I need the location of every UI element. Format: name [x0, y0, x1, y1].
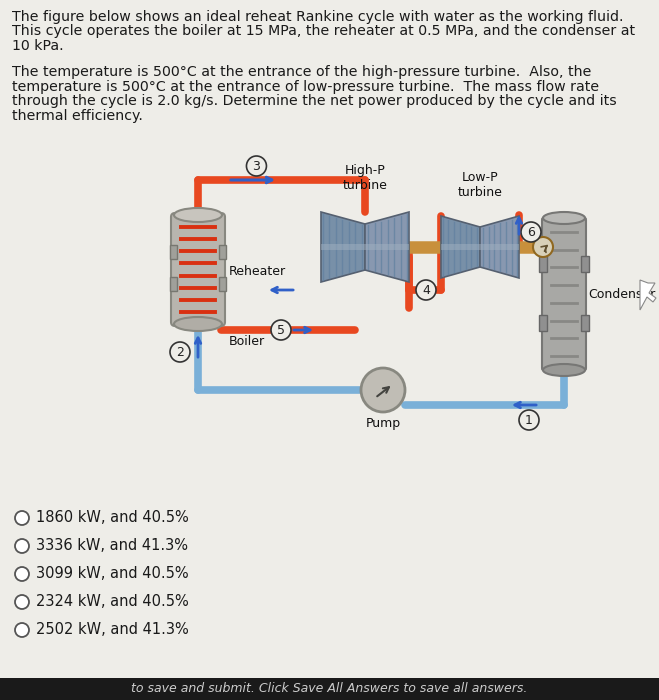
Bar	[219, 245, 226, 259]
Polygon shape	[321, 212, 365, 282]
Text: 3099 kW, and 40.5%: 3099 kW, and 40.5%	[36, 566, 188, 582]
Text: 5: 5	[277, 323, 285, 337]
Bar	[170, 276, 177, 290]
Text: 3: 3	[252, 160, 260, 172]
Bar	[219, 276, 226, 290]
Text: Boiler: Boiler	[229, 335, 265, 348]
Bar	[170, 245, 177, 259]
Text: Pump: Pump	[366, 417, 401, 430]
Bar	[581, 256, 589, 272]
Bar	[441, 244, 519, 250]
Bar	[581, 315, 589, 331]
Circle shape	[521, 222, 541, 242]
Text: 3336 kW, and 41.3%: 3336 kW, and 41.3%	[36, 538, 188, 554]
Circle shape	[361, 368, 405, 412]
Ellipse shape	[543, 212, 585, 224]
Ellipse shape	[543, 364, 585, 376]
Text: The figure below shows an ideal reheat Rankine cycle with water as the working f: The figure below shows an ideal reheat R…	[12, 10, 623, 24]
Ellipse shape	[174, 317, 222, 331]
Polygon shape	[441, 216, 480, 278]
Text: High-P
turbine: High-P turbine	[343, 164, 387, 192]
Circle shape	[15, 511, 29, 525]
Text: to save and submit. Click Save All Answers to save all answers.: to save and submit. Click Save All Answe…	[131, 682, 527, 696]
Circle shape	[15, 623, 29, 637]
Text: 1860 kW, and 40.5%: 1860 kW, and 40.5%	[36, 510, 188, 526]
Text: 1: 1	[525, 414, 533, 426]
Text: through the cycle is 2.0 kg/s. Determine the net power produced by the cycle and: through the cycle is 2.0 kg/s. Determine…	[12, 94, 617, 108]
Text: 6: 6	[527, 225, 535, 239]
Bar	[321, 244, 409, 250]
Text: 10 kPa.: 10 kPa.	[12, 39, 64, 53]
Text: 2324 kW, and 40.5%: 2324 kW, and 40.5%	[36, 594, 188, 610]
Polygon shape	[480, 216, 519, 278]
Circle shape	[170, 342, 190, 362]
Text: 2502 kW, and 41.3%: 2502 kW, and 41.3%	[36, 622, 188, 638]
FancyBboxPatch shape	[171, 213, 225, 326]
Text: This cycle operates the boiler at 15 MPa, the reheater at 0.5 MPa, and the conde: This cycle operates the boiler at 15 MPa…	[12, 25, 635, 38]
Polygon shape	[640, 280, 656, 310]
Circle shape	[271, 320, 291, 340]
Text: Low-P
turbine: Low-P turbine	[457, 171, 502, 199]
Bar	[539, 315, 547, 331]
FancyBboxPatch shape	[542, 217, 586, 371]
Text: Condenser: Condenser	[588, 288, 655, 300]
Circle shape	[246, 156, 266, 176]
Text: Reheater: Reheater	[229, 265, 286, 278]
Circle shape	[519, 410, 539, 430]
Text: The temperature is 500°C at the entrance of the high-pressure turbine.  Also, th: The temperature is 500°C at the entrance…	[12, 65, 591, 79]
Bar	[539, 256, 547, 272]
Text: 2: 2	[176, 346, 184, 358]
Circle shape	[533, 237, 553, 257]
Text: thermal efficiency.: thermal efficiency.	[12, 108, 143, 122]
Bar	[0, 678, 659, 700]
Text: temperature is 500°C at the entrance of low-pressure turbine.  The mass flow rat: temperature is 500°C at the entrance of …	[12, 80, 599, 94]
Text: 4: 4	[422, 284, 430, 297]
Polygon shape	[365, 212, 409, 282]
Circle shape	[15, 595, 29, 609]
Ellipse shape	[174, 208, 222, 222]
Circle shape	[15, 567, 29, 581]
Circle shape	[15, 539, 29, 553]
Circle shape	[416, 280, 436, 300]
